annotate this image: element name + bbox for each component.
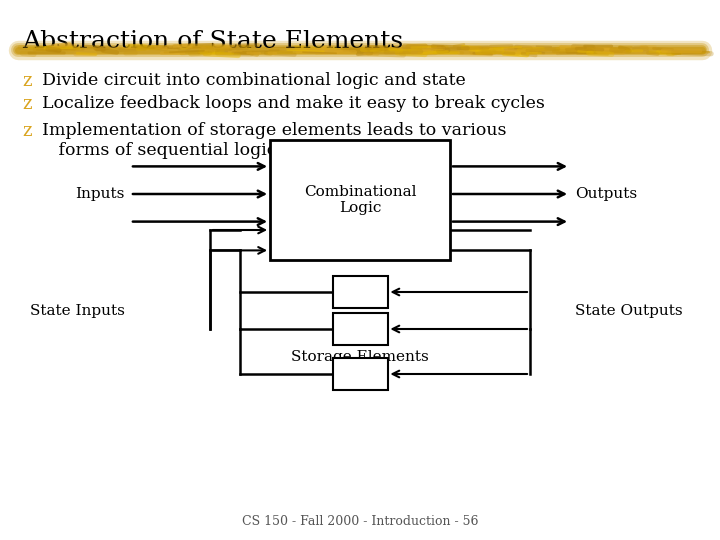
Text: State Inputs: State Inputs [30,303,125,318]
Text: z: z [22,122,32,140]
Bar [270,140,450,260]
Text: Storage Elements: Storage Elements [291,350,429,364]
Text: CS 150 - Fall 2000 - Introduction - 56: CS 150 - Fall 2000 - Introduction - 56 [242,515,478,528]
Text: Inputs: Inputs [76,187,125,201]
Text: Outputs: Outputs [575,187,637,201]
Text: State Outputs: State Outputs [575,303,683,318]
Bar [333,358,387,390]
Text: Combinational
Logic: Combinational Logic [304,185,416,215]
Text: Divide circuit into combinational logic and state: Divide circuit into combinational logic … [42,72,466,89]
Bar [333,313,387,345]
Text: z: z [22,72,32,90]
Bar [333,276,387,308]
Text: z: z [22,95,32,113]
Text: Implementation of storage elements leads to various
   forms of sequential logic: Implementation of storage elements leads… [42,122,506,159]
Text: Localize feedback loops and make it easy to break cycles: Localize feedback loops and make it easy… [42,95,545,112]
Text: Abstraction of State Elements: Abstraction of State Elements [22,30,403,53]
